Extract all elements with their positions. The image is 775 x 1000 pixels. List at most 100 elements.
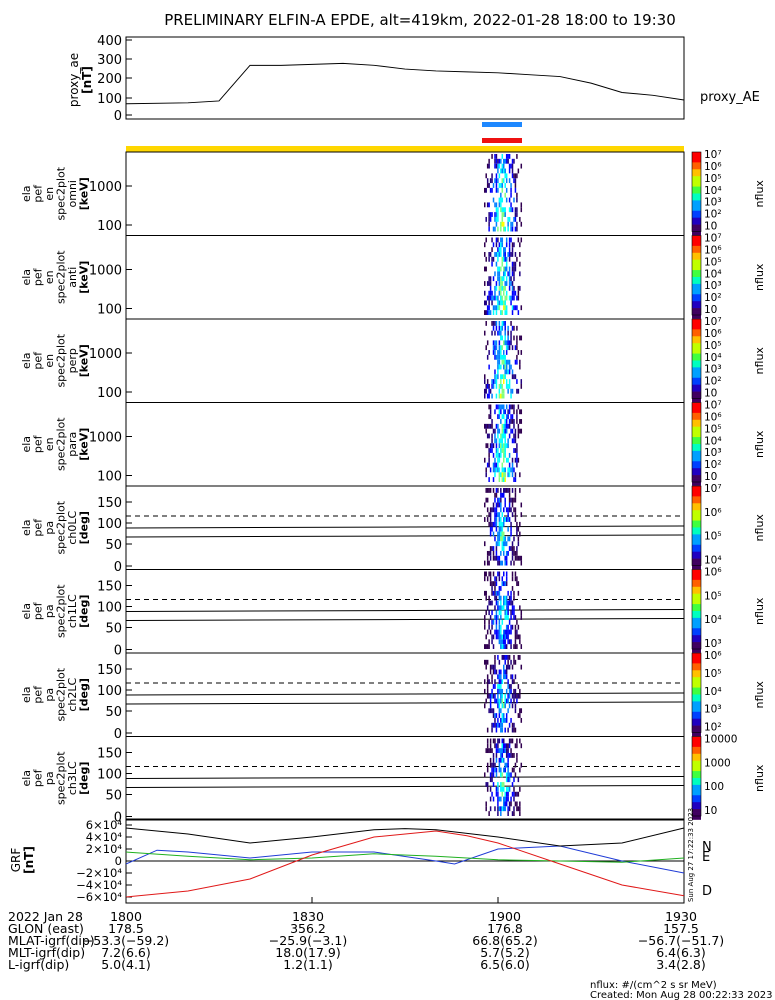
spectrogram-pixel [504, 359, 506, 365]
ae-ytick-label: 100 [97, 92, 122, 107]
spectrogram-pixel [517, 713, 520, 718]
spectrogram-pixel [500, 247, 502, 253]
colorbar-swatch [692, 384, 701, 389]
spec-ylabel-line: ela [20, 770, 33, 787]
colorbar-swatch [692, 517, 701, 521]
spectrogram-pixel [500, 698, 502, 704]
spectrogram-pixel [508, 409, 511, 415]
spectrogram-pixel [484, 679, 486, 685]
spectrogram-pixel [520, 615, 523, 620]
colorbar-swatch [692, 492, 701, 497]
spectrogram-pixel [500, 300, 502, 306]
x-row-value: 1830 [292, 909, 324, 924]
spectrogram-pixel [505, 600, 508, 606]
spectrogram-pixel [500, 183, 502, 188]
spectrogram-pixel [485, 266, 487, 272]
spectrogram-pixel [491, 777, 493, 783]
spectrogram-pixel [500, 488, 502, 493]
spectrogram-pixel [497, 359, 499, 365]
spectrogram-pixel [497, 252, 499, 257]
spectrogram-pixel [498, 340, 501, 346]
spectrogram-pixel [485, 748, 487, 754]
spectrogram-pixel [491, 393, 493, 399]
spectrogram-pixel [488, 477, 490, 482]
spectrogram-pixel [516, 354, 518, 360]
x-row-value: −56.7(−51.7) [638, 933, 724, 948]
colorbar-swatch [692, 363, 701, 368]
spectrogram-pixel [516, 207, 518, 213]
colorbar-tick-label: 10⁴ [704, 352, 722, 364]
spectrogram-pixel [498, 325, 501, 331]
spectrogram-pixel [484, 300, 486, 306]
spectrogram-pixel [507, 472, 509, 478]
spectrogram-pixel [503, 212, 505, 217]
colorbar-label: nflux [753, 681, 766, 709]
spectrogram-pixel [520, 383, 523, 389]
spec-ylabel-line: spec2plot [55, 500, 68, 554]
spectrogram-pixel [486, 354, 489, 360]
colorbar-swatch [692, 304, 701, 309]
spectrogram-pixel [505, 664, 508, 670]
spectrogram-pixel [500, 629, 502, 635]
spectrogram-pixel [488, 423, 490, 429]
spectrogram-pixel [488, 560, 490, 566]
spectrogram-pixel [491, 590, 493, 596]
spectrogram-pixel [504, 477, 506, 482]
spec-ylabel-line: en [43, 354, 56, 368]
spectrogram-pixel [498, 639, 501, 645]
colorbar-swatch [692, 530, 701, 535]
spectrogram-pixel [519, 767, 521, 773]
spectrogram-pixel [500, 409, 502, 415]
spectrogram-pixel [503, 492, 505, 498]
spectrogram-pixel [501, 168, 504, 174]
spectrogram-pixel [498, 595, 501, 601]
spectrogram-pixel [491, 330, 493, 336]
spectrogram-pixel [484, 374, 486, 380]
spec-ylabel-line: ch3LC [66, 761, 79, 795]
spectrogram-pixel [501, 619, 504, 625]
spectrogram-pixel [503, 713, 505, 718]
spectrogram-pixel [514, 433, 517, 439]
spectrogram-pixel [505, 581, 508, 587]
spectrogram-pixel [491, 419, 493, 424]
spectrogram-pixel [503, 472, 505, 478]
spectrogram-pixel [498, 684, 501, 689]
spectrogram-pixel [495, 713, 498, 718]
spectrogram-pixel [485, 321, 487, 326]
spectrogram-pixel [485, 806, 487, 812]
spectrogram-pixel [503, 276, 505, 282]
spectrogram-pixel [495, 212, 498, 217]
spectrogram-pixel [495, 383, 498, 389]
spectrogram-pixel [505, 261, 508, 267]
colorbar-tick-label: 10⁵ [704, 668, 722, 680]
spec-ylabel-line: spec2plot [55, 667, 68, 721]
colorbar-swatch [692, 590, 701, 595]
spectrogram-pixel [503, 767, 505, 773]
spectrogram-pixel [504, 610, 506, 616]
colorbar-swatch [692, 322, 701, 327]
spectrogram-pixel [519, 531, 521, 537]
spectrogram-pixel [495, 722, 498, 728]
spectrogram-pixel [505, 786, 508, 792]
spectrogram-pixel [501, 221, 504, 227]
spectrogram-pixel [486, 507, 489, 513]
colorbar-frame [691, 402, 702, 483]
spec-panel-2: 10⁷10⁶10⁵10⁴10³10²10nfluxelapefenspec2pl… [20, 316, 766, 403]
colorbar-swatch [692, 635, 701, 639]
spectrogram-pixel [497, 247, 499, 253]
spec-panel-5: 10⁶10⁵10⁴10³nfluxelapefpaspec2plotch1LC[… [20, 567, 766, 659]
spectrogram-pixel [510, 207, 512, 213]
grf-series-n [125, 845, 685, 874]
colorbar-swatch [692, 653, 701, 657]
spectrogram-pixel [484, 242, 486, 248]
spectrogram-pixel [507, 634, 509, 640]
spectrogram-pixel [486, 679, 489, 685]
spectrogram-pixel [513, 605, 515, 611]
spectrogram-pixel [517, 541, 520, 547]
spectrogram-pixel [501, 237, 504, 243]
spectrogram-pixel [510, 674, 512, 680]
spectrogram-pixel [511, 310, 514, 315]
spectrogram-pixel [497, 605, 499, 611]
spectrogram-pixel [503, 595, 505, 601]
